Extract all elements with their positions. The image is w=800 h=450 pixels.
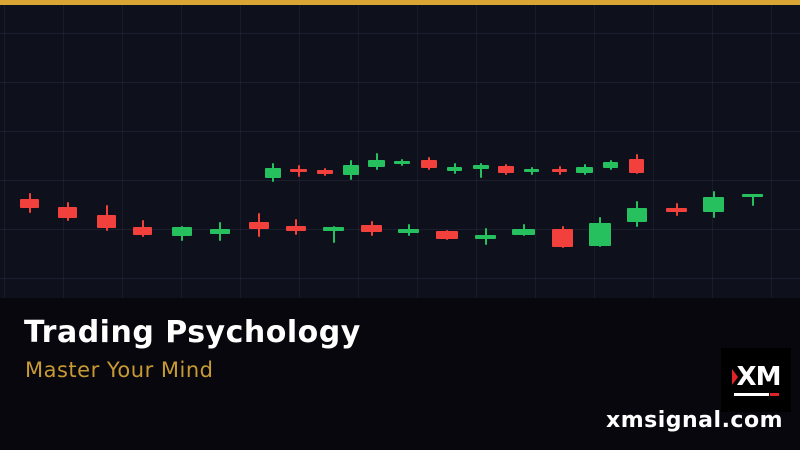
candle-body-up — [210, 229, 230, 234]
candle-body-down — [361, 225, 382, 232]
candle-body-down — [629, 159, 644, 173]
candle-body-up — [524, 169, 539, 172]
subtitle: Master Your Mind — [25, 358, 214, 382]
candle-body-up — [394, 161, 410, 164]
candle-body-down — [133, 227, 152, 235]
candle-body-down — [552, 169, 567, 172]
xm-logo-row: XM — [731, 362, 782, 392]
candle-body-up — [343, 165, 359, 175]
candle-body-up — [603, 162, 618, 168]
underline-white-segment — [733, 393, 769, 396]
xm-logo[interactable]: XM — [721, 348, 791, 412]
candle-body-up — [627, 208, 647, 222]
candle-body-down — [498, 166, 514, 173]
candle-body-up — [323, 227, 344, 231]
candle-body-down — [286, 226, 306, 231]
candle-body-down — [97, 215, 116, 228]
page-title: Trading Psychology — [24, 315, 361, 350]
candle-body-down — [249, 222, 269, 229]
candle-body-up — [512, 229, 535, 235]
candle-body-up — [447, 167, 462, 171]
play-triangle-icon — [731, 369, 738, 385]
candle-body-down — [317, 170, 333, 174]
candle-body-up — [368, 160, 385, 167]
candle-body-up — [589, 223, 611, 246]
candle-body-up — [265, 168, 281, 178]
candle-body-up — [172, 227, 192, 236]
underline-red-segment — [769, 393, 779, 396]
xm-logo-text: XM — [736, 362, 782, 392]
candle-body-up — [742, 194, 763, 197]
candle-body-up — [703, 197, 724, 212]
candle-wick — [751, 194, 754, 206]
candlestick-chart — [0, 0, 800, 298]
footer-band: Trading Psychology Master Your Mind XM x… — [0, 298, 800, 450]
candle-body-down — [421, 160, 437, 168]
candle-body-down — [290, 169, 307, 172]
candle-body-up — [473, 165, 489, 169]
candle-body-down — [436, 231, 458, 239]
candle-body-down — [20, 199, 39, 208]
candle-body-down — [666, 208, 687, 212]
candle-wick — [480, 163, 482, 178]
candle-body-up — [398, 229, 419, 233]
candle-body-down — [552, 229, 573, 247]
xm-logo-underline — [733, 393, 779, 396]
top-accent-bar — [0, 0, 800, 5]
candle-wick — [332, 226, 335, 243]
website-link[interactable]: xmsignal.com — [606, 408, 783, 433]
candle-body-down — [58, 207, 77, 218]
candle-body-up — [576, 167, 593, 173]
candle-body-up — [475, 235, 496, 239]
